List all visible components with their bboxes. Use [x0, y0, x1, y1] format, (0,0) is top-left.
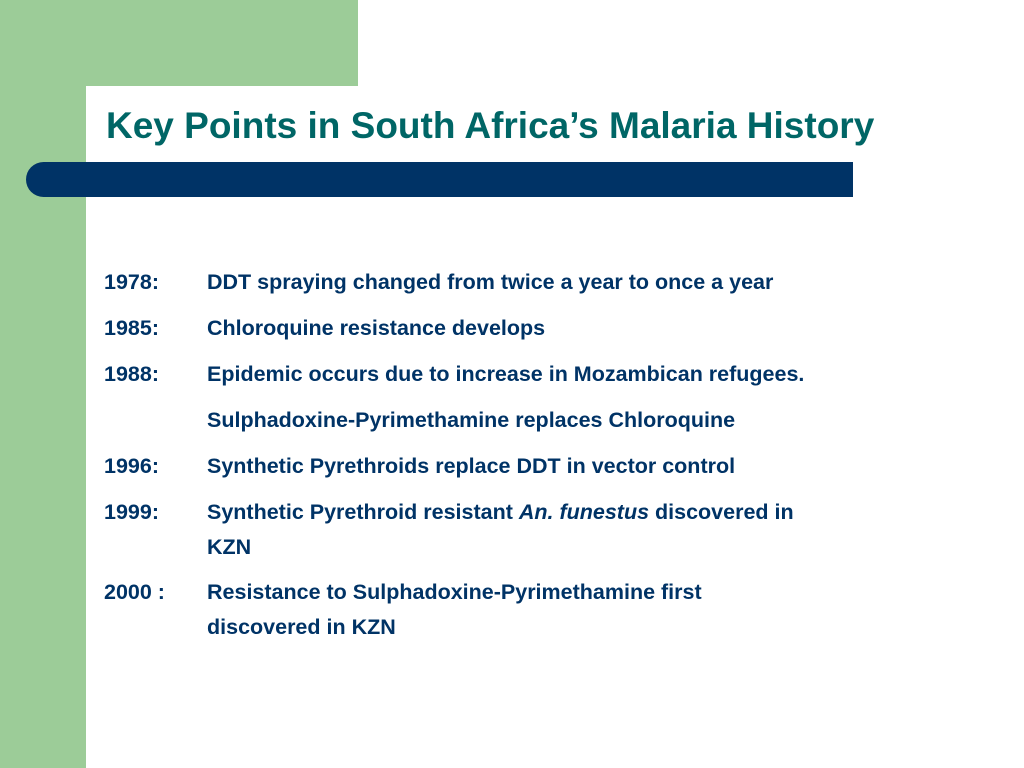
entry-year: 1996:: [104, 454, 159, 478]
entry-text-part: Resistance to Sulphadoxine-Pyrimethamine…: [207, 580, 702, 604]
entry-text: Synthetic Pyrethroid resistant An. funes…: [207, 492, 944, 566]
title-underline-bar: [26, 162, 853, 197]
entry-year: 1978:: [104, 270, 159, 294]
species-name: An. funestus: [518, 500, 650, 524]
entry-year: 1985:: [104, 316, 159, 340]
timeline-entry-1985: 1985: Chloroquine resistance develops: [104, 308, 944, 348]
entry-text-line2: discovered in KZN: [207, 615, 396, 639]
timeline-entry-1978: 1978: DDT spraying changed from twice a …: [104, 262, 944, 302]
entry-text-part: discovered in: [649, 500, 794, 524]
timeline-entry-1996: 1996: Synthetic Pyrethroids replace DDT …: [104, 446, 944, 486]
entry-text: Synthetic Pyrethroids replace DDT in vec…: [207, 454, 736, 478]
timeline-list: 1978: DDT spraying changed from twice a …: [104, 262, 944, 652]
entry-text-line2: KZN: [207, 535, 252, 559]
entry-year: 1999:: [104, 500, 159, 524]
timeline-entry-2000: 2000 : Resistance to Sulphadoxine-Pyrime…: [104, 572, 944, 646]
entry-text-part: Synthetic Pyrethroid resistant: [207, 500, 519, 524]
green-top-block: [0, 0, 358, 86]
entry-text: Epidemic occurs due to increase in Mozam…: [207, 362, 805, 386]
green-side-strip: [0, 0, 86, 768]
entry-text: DDT spraying changed from twice a year t…: [207, 270, 774, 294]
timeline-entry-1988: 1988: Epidemic occurs due to increase in…: [104, 354, 944, 394]
content-panel: [86, 86, 1024, 768]
timeline-entry-1988-continued: Sulphadoxine-Pyrimethamine replaces Chlo…: [104, 400, 944, 440]
entry-year: 2000 :: [104, 580, 165, 604]
entry-year: 1988:: [104, 362, 159, 386]
entry-text: Chloroquine resistance develops: [207, 316, 546, 340]
entry-text: Sulphadoxine-Pyrimethamine replaces Chlo…: [207, 408, 736, 432]
slide-title: Key Points in South Africa’s Malaria His…: [106, 105, 875, 146]
entry-text: Resistance to Sulphadoxine-Pyrimethamine…: [207, 572, 944, 646]
timeline-entry-1999: 1999: Synthetic Pyrethroid resistant An.…: [104, 492, 944, 566]
